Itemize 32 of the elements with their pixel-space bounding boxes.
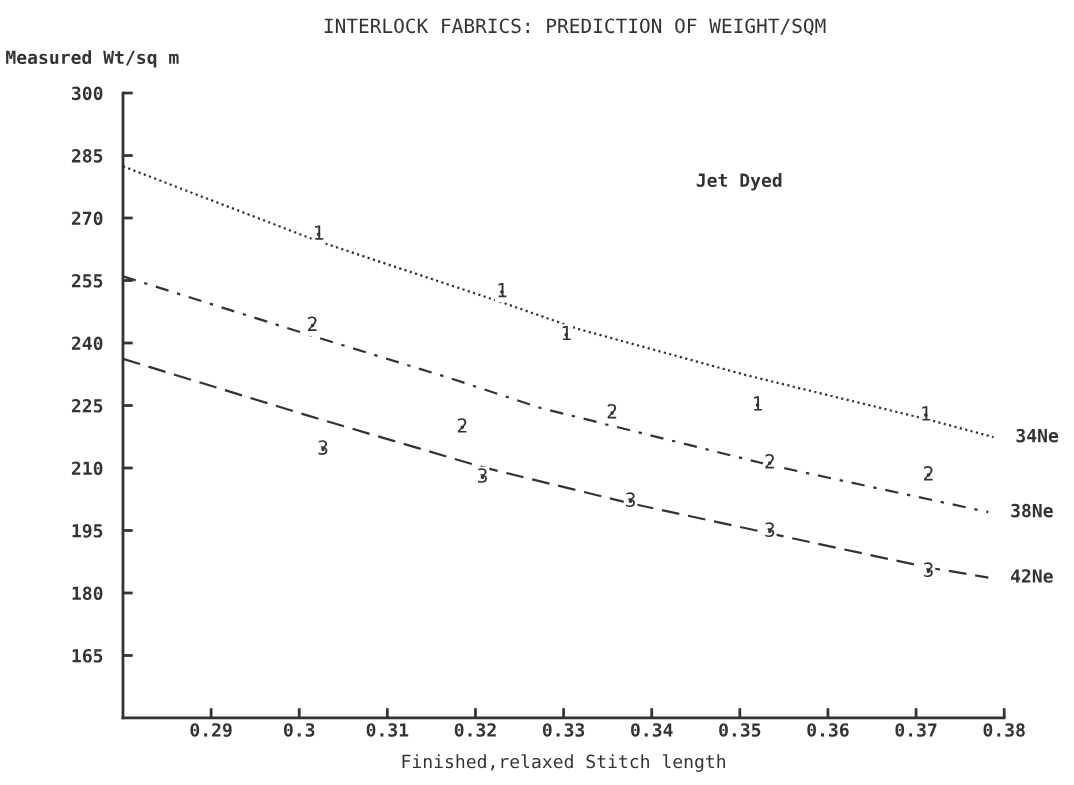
x-tick-label: 0.35 [719, 723, 761, 737]
x-tick-label: 0.36 [807, 723, 849, 737]
y-tick-label: 240 [71, 336, 103, 351]
x-tick-label: 0.29 [190, 723, 232, 737]
text: 3 [318, 440, 328, 455]
x-tick-label: 0.37 [895, 723, 937, 737]
x-axis-title: Finished,relaxed Stitch length [402, 754, 726, 772]
series-label: 42Ne [1010, 569, 1053, 583]
x-tick-label: 0.34 [631, 723, 673, 737]
text: 1 [562, 325, 571, 341]
y-tick-label: 180 [72, 586, 103, 601]
series-label: 38Ne [1011, 503, 1053, 518]
series-label: 3 [477, 468, 487, 483]
text: 3 [923, 562, 933, 577]
y-tick-label: 225 [71, 398, 103, 413]
series-label: 34Ne [1016, 428, 1059, 443]
x-tick-label: 0.32 [454, 723, 496, 737]
y-tick-label: 270 [71, 211, 103, 226]
y-axis-title: Measured Wt/sq m [6, 50, 179, 68]
y-tick-label: 210 [71, 461, 103, 476]
x-tick-label: 0.31 [366, 723, 409, 737]
y-tick-label: 255 [71, 273, 103, 288]
x-tick-label: 0.3 [283, 723, 315, 737]
text: 3 [626, 492, 635, 508]
annotation: Jet Dyed [696, 173, 782, 191]
x-tick-label: 0.38 [983, 723, 1025, 737]
x-tick-label: 0.33 [542, 723, 585, 737]
y-tick-label: 165 [72, 648, 103, 663]
y-tick-label: 285 [71, 148, 103, 163]
y-tick-label: 300 [72, 86, 103, 101]
chart-title: INTERLOCK FABRICS: PREDICTION OF WEIGHT/SQM [324, 18, 826, 36]
y-tick-label: 195 [72, 524, 103, 538]
